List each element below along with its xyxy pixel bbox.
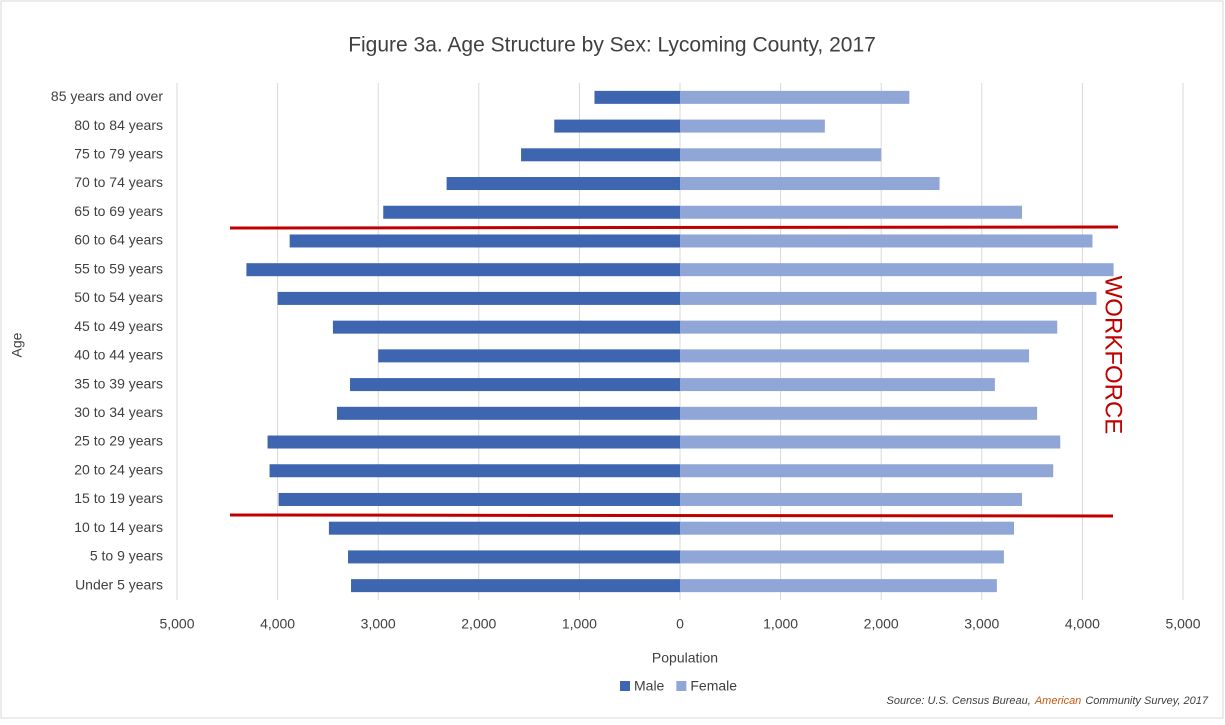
source-part: Community Survey, 2017 [1085, 695, 1209, 707]
y-tick-label: 85 years and over [51, 88, 163, 104]
bar [383, 205, 680, 219]
y-tick-label: 45 to 49 years [74, 318, 163, 334]
bar [267, 435, 680, 449]
x-tick-label: 3,000 [964, 616, 999, 632]
bar [328, 521, 680, 535]
bar [680, 234, 1093, 248]
y-tick-label: 70 to 74 years [74, 174, 163, 190]
chart-title: Figure 3a. Age Structure by Sex: Lycomin… [348, 34, 876, 57]
x-tick-label: 5,000 [159, 616, 194, 632]
bar [269, 464, 680, 478]
legend-swatch [676, 681, 687, 691]
bar [680, 263, 1114, 277]
legend-swatch [620, 681, 630, 691]
x-tick-label: 1,000 [562, 616, 597, 632]
x-tick-label: 4,000 [1065, 616, 1100, 632]
y-tick-label: 55 to 59 years [74, 260, 163, 276]
x-tick-label: 3,000 [361, 616, 396, 632]
bar [680, 579, 997, 593]
bar [277, 291, 680, 305]
y-tick-label: 20 to 24 years [74, 461, 163, 477]
source-part: Source: U.S. Census Bureau, [887, 695, 1031, 707]
y-tick-label: 80 to 84 years [74, 117, 163, 133]
y-axis-label: Age [9, 332, 25, 357]
bar [680, 492, 1023, 506]
annotation: WORKFORCE [1100, 276, 1127, 435]
x-tick-label: 2,000 [864, 616, 899, 632]
bars [246, 90, 1114, 593]
source-part: American [1034, 695, 1081, 707]
x-tick-label: 2,000 [461, 616, 496, 632]
x-tick-label: 0 [676, 616, 684, 632]
bar [680, 291, 1097, 305]
bar [521, 148, 680, 162]
bar [278, 492, 680, 506]
bar [680, 406, 1038, 420]
source: Source: U.S. Census Bureau, American Commu… [887, 695, 1209, 707]
bar [446, 177, 680, 191]
legend-label: Male [634, 678, 665, 694]
y-tick-label: 65 to 69 years [74, 203, 163, 219]
bar [554, 119, 680, 133]
y-tick-label: 25 to 29 years [74, 433, 163, 449]
y-tick-label: 5 to 9 years [90, 548, 163, 564]
bar [351, 579, 680, 593]
bar [594, 90, 680, 104]
bar [680, 378, 995, 392]
y-tick-label: 60 to 64 years [74, 232, 163, 248]
bar [289, 234, 680, 248]
bar [680, 435, 1061, 449]
x-tick-label: 5,000 [1165, 616, 1200, 632]
bar [680, 205, 1023, 219]
bar [680, 148, 882, 162]
bar [680, 550, 1004, 564]
y-tick-label: 30 to 34 years [74, 404, 163, 420]
x-tick-label: 4,000 [260, 616, 295, 632]
y-tick-label: 10 to 14 years [74, 519, 163, 535]
y-tick-label: 50 to 54 years [74, 289, 163, 305]
bar [680, 119, 825, 133]
bar [680, 177, 940, 191]
y-tick-label: Under 5 years [75, 576, 163, 592]
grid [176, 83, 1184, 600]
workforce-line-top [229, 225, 1119, 230]
workforce-line-bottom [229, 513, 1114, 518]
bar [336, 406, 680, 420]
bar [680, 349, 1030, 363]
bar [680, 90, 910, 104]
bar [246, 263, 680, 277]
bar [332, 320, 680, 334]
x-axis-label: Population [652, 650, 718, 666]
legend: Male Female [620, 678, 737, 694]
bar [680, 320, 1058, 334]
y-tick-label: 75 to 79 years [74, 146, 163, 162]
x-tick-label: 1,000 [763, 616, 798, 632]
y-tick-label: 40 to 44 years [74, 347, 163, 363]
bar [378, 349, 680, 363]
y-tick-label: 15 to 19 years [74, 490, 163, 506]
y-tick-label: 35 to 39 years [74, 375, 163, 391]
bar [680, 464, 1054, 478]
legend-label: Female [690, 678, 737, 694]
bar [680, 521, 1014, 535]
bar [348, 550, 680, 564]
bar [350, 378, 680, 392]
